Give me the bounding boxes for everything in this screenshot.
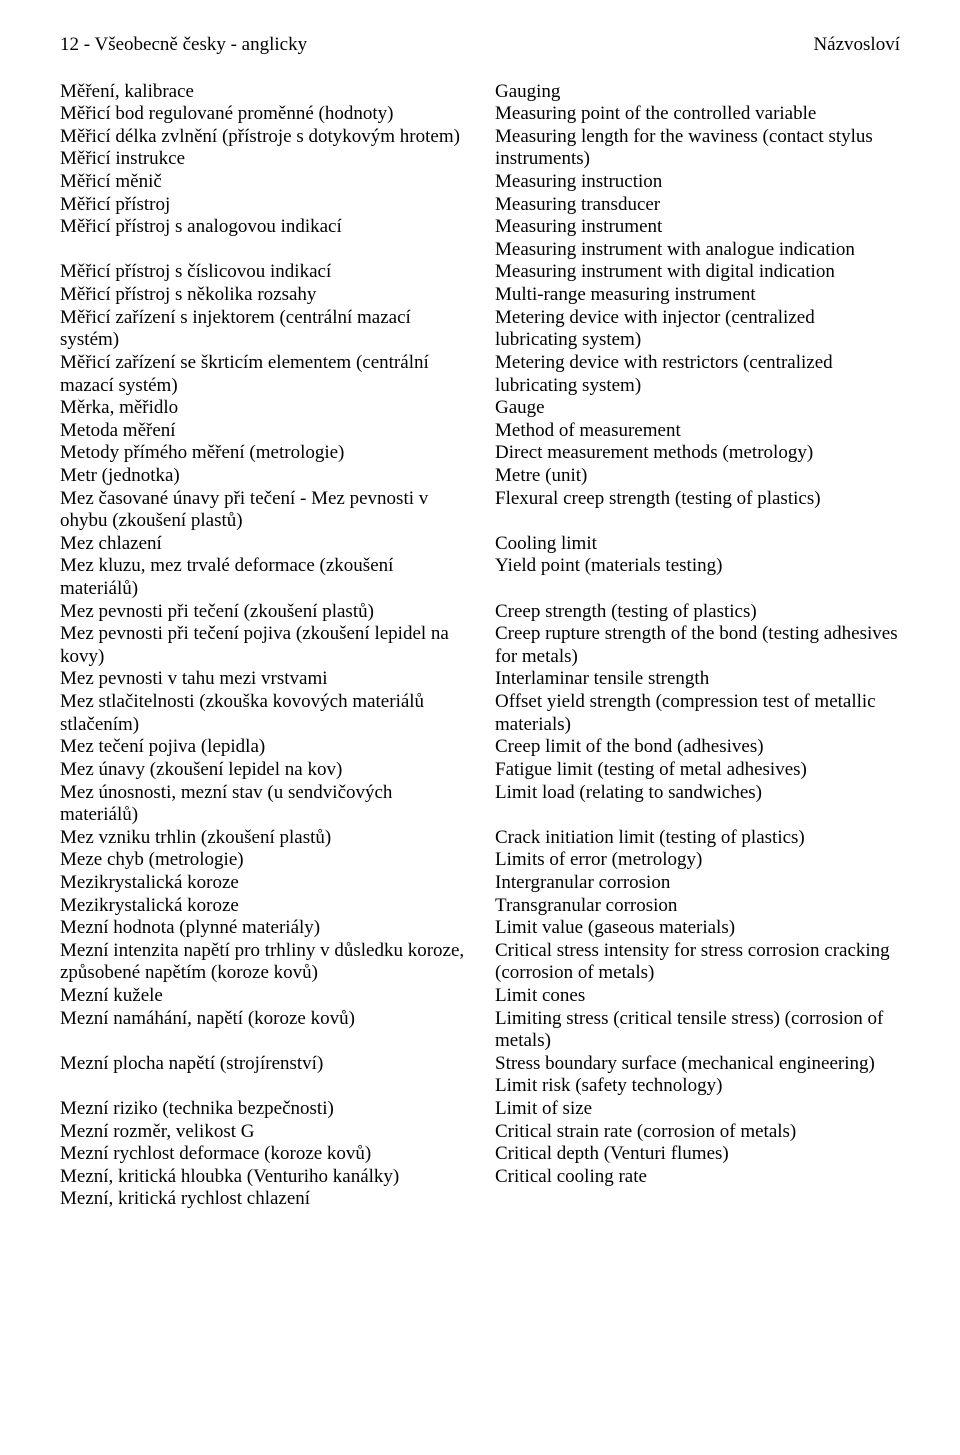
czech-entry: Mez stlačitelnosti (zkouška kovových mat…	[60, 691, 465, 736]
czech-entry: Měřicí měnič	[60, 171, 465, 194]
czech-column: Měření, kalibraceMěřicí bod regulované p…	[60, 81, 465, 1211]
czech-entry: Měřicí zařízení se škrticím elementem (c…	[60, 352, 465, 397]
english-entry	[495, 578, 900, 601]
czech-entry: Mez únosnosti, mezní stav (u sendvičovýc…	[60, 782, 465, 827]
czech-entry: Mez tečení pojiva (lepidla)	[60, 736, 465, 759]
czech-entry: Mezní namáhání, napětí (koroze kovů)	[60, 1008, 465, 1031]
english-entry: Flexural creep strength (testing of plas…	[495, 488, 900, 511]
czech-entry: Mezní, kritická hloubka (Venturiho kanál…	[60, 1166, 465, 1189]
czech-entry: Mezní rozměr, velikost G	[60, 1121, 465, 1144]
czech-entry: Měřicí přístroj s analogovou indikací	[60, 216, 465, 239]
czech-entry: Mezikrystalická koroze	[60, 872, 465, 895]
glossary-columns: Měření, kalibraceMěřicí bod regulované p…	[60, 81, 900, 1211]
english-entry: Limiting stress (critical tensile stress…	[495, 1008, 900, 1053]
english-entry: Measuring instrument with analogue indic…	[495, 239, 900, 262]
english-entry: Limit risk (safety technology)	[495, 1075, 900, 1098]
english-entry: Direct measurement methods (metrology)	[495, 442, 900, 465]
english-entry: Metre (unit)	[495, 465, 900, 488]
header-right: Názvosloví	[813, 34, 900, 57]
english-entry: Crack initiation limit (testing of plast…	[495, 827, 900, 850]
czech-entry: Meze chyb (metrologie)	[60, 849, 465, 872]
english-entry: Gauge	[495, 397, 900, 420]
czech-entry: Mez pevnosti v tahu mezi vrstvami	[60, 668, 465, 691]
czech-entry: Mez chlazení	[60, 533, 465, 556]
czech-entry	[60, 239, 465, 262]
english-entry: Measuring transducer	[495, 194, 900, 217]
czech-entry: Mezní, kritická rychlost chlazení	[60, 1188, 465, 1211]
english-entry: Creep limit of the bond (adhesives)	[495, 736, 900, 759]
czech-entry: Mezní kužele	[60, 985, 465, 1008]
english-entry: Metering device with injector (centraliz…	[495, 307, 900, 352]
czech-entry: Mezní hodnota (plynné materiály)	[60, 917, 465, 940]
czech-entry: Mez časované únavy při tečení - Mez pevn…	[60, 488, 465, 533]
english-entry: Yield point (materials testing)	[495, 555, 900, 578]
czech-entry: Metoda měření	[60, 420, 465, 443]
english-entry: Stress boundary surface (mechanical engi…	[495, 1053, 900, 1076]
english-entry	[495, 804, 900, 827]
document-page: 12 - Všeobecně česky - anglicky Názvoslo…	[0, 0, 960, 1455]
english-entry: Limit of size	[495, 1098, 900, 1121]
english-entry: Measuring length for the waviness (conta…	[495, 126, 900, 171]
english-entry: Multi-range measuring instrument	[495, 284, 900, 307]
english-entry: Transgranular corrosion	[495, 895, 900, 918]
english-entry: Limits of error (metrology)	[495, 849, 900, 872]
english-entry: Critical cooling rate	[495, 1166, 900, 1189]
english-entry: Measuring instrument with digital indica…	[495, 261, 900, 284]
page-header: 12 - Všeobecně česky - anglicky Názvoslo…	[60, 34, 900, 57]
header-left: 12 - Všeobecně česky - anglicky	[60, 34, 307, 57]
english-entry: Fatigue limit (testing of metal adhesive…	[495, 759, 900, 782]
english-entry: Creep rupture strength of the bond (test…	[495, 623, 900, 668]
czech-entry: Mezikrystalická koroze	[60, 895, 465, 918]
czech-entry: Měrka, měřidlo	[60, 397, 465, 420]
czech-entry: Mez únavy (zkoušení lepidel na kov)	[60, 759, 465, 782]
english-entry: Creep strength (testing of plastics)	[495, 601, 900, 624]
english-entry: Intergranular corrosion	[495, 872, 900, 895]
czech-entry: Metr (jednotka)	[60, 465, 465, 488]
english-entry: Measuring point of the controlled variab…	[495, 103, 900, 126]
english-entry: Metering device with restrictors (centra…	[495, 352, 900, 397]
czech-entry: Mez pevnosti při tečení (zkoušení plastů…	[60, 601, 465, 624]
english-column: GaugingMeasuring point of the controlled…	[495, 81, 900, 1211]
english-entry: Measuring instrument	[495, 216, 900, 239]
czech-entry: Mezní riziko (technika bezpečnosti)	[60, 1098, 465, 1121]
english-entry: Measuring instruction	[495, 171, 900, 194]
english-entry: Cooling limit	[495, 533, 900, 556]
english-entry: Critical strain rate (corrosion of metal…	[495, 1121, 900, 1144]
english-entry: Gauging	[495, 81, 900, 104]
english-entry: Offset yield strength (compression test …	[495, 691, 900, 736]
czech-entry: Měřicí přístroj	[60, 194, 465, 217]
english-entry: Critical depth (Venturi flumes)	[495, 1143, 900, 1166]
czech-entry: Měření, kalibrace	[60, 81, 465, 104]
czech-entry: Mez kluzu, mez trvalé deformace (zkoušen…	[60, 555, 465, 600]
english-entry: Limit load (relating to sandwiches)	[495, 782, 900, 805]
czech-entry: Měřicí přístroj s několika rozsahy	[60, 284, 465, 307]
english-entry: Method of measurement	[495, 420, 900, 443]
czech-entry: Metody přímého měření (metrologie)	[60, 442, 465, 465]
czech-entry: Měřicí bod regulované proměnné (hodnoty)	[60, 103, 465, 126]
english-entry: Interlaminar tensile strength	[495, 668, 900, 691]
czech-entry: Mezní plocha napětí (strojírenství)	[60, 1053, 465, 1076]
czech-entry	[60, 1075, 465, 1098]
english-entry: Critical stress intensity for stress cor…	[495, 940, 900, 985]
czech-entry: Měřicí délka zvlnění (přístroje s dotyko…	[60, 126, 465, 149]
czech-entry	[60, 1030, 465, 1053]
english-entry: Limit cones	[495, 985, 900, 1008]
czech-entry: Mez vzniku trhlin (zkoušení plastů)	[60, 827, 465, 850]
czech-entry: Mez pevnosti při tečení pojiva (zkoušení…	[60, 623, 465, 668]
czech-entry: Mezní rychlost deformace (koroze kovů)	[60, 1143, 465, 1166]
czech-entry: Mezní intenzita napětí pro trhliny v důs…	[60, 940, 465, 985]
czech-entry: Měřicí přístroj s číslicovou indikací	[60, 261, 465, 284]
czech-entry: Měřicí zařízení s injektorem (centrální …	[60, 307, 465, 352]
english-entry	[495, 510, 900, 533]
czech-entry: Měřicí instrukce	[60, 148, 465, 171]
english-entry: Limit value (gaseous materials)	[495, 917, 900, 940]
